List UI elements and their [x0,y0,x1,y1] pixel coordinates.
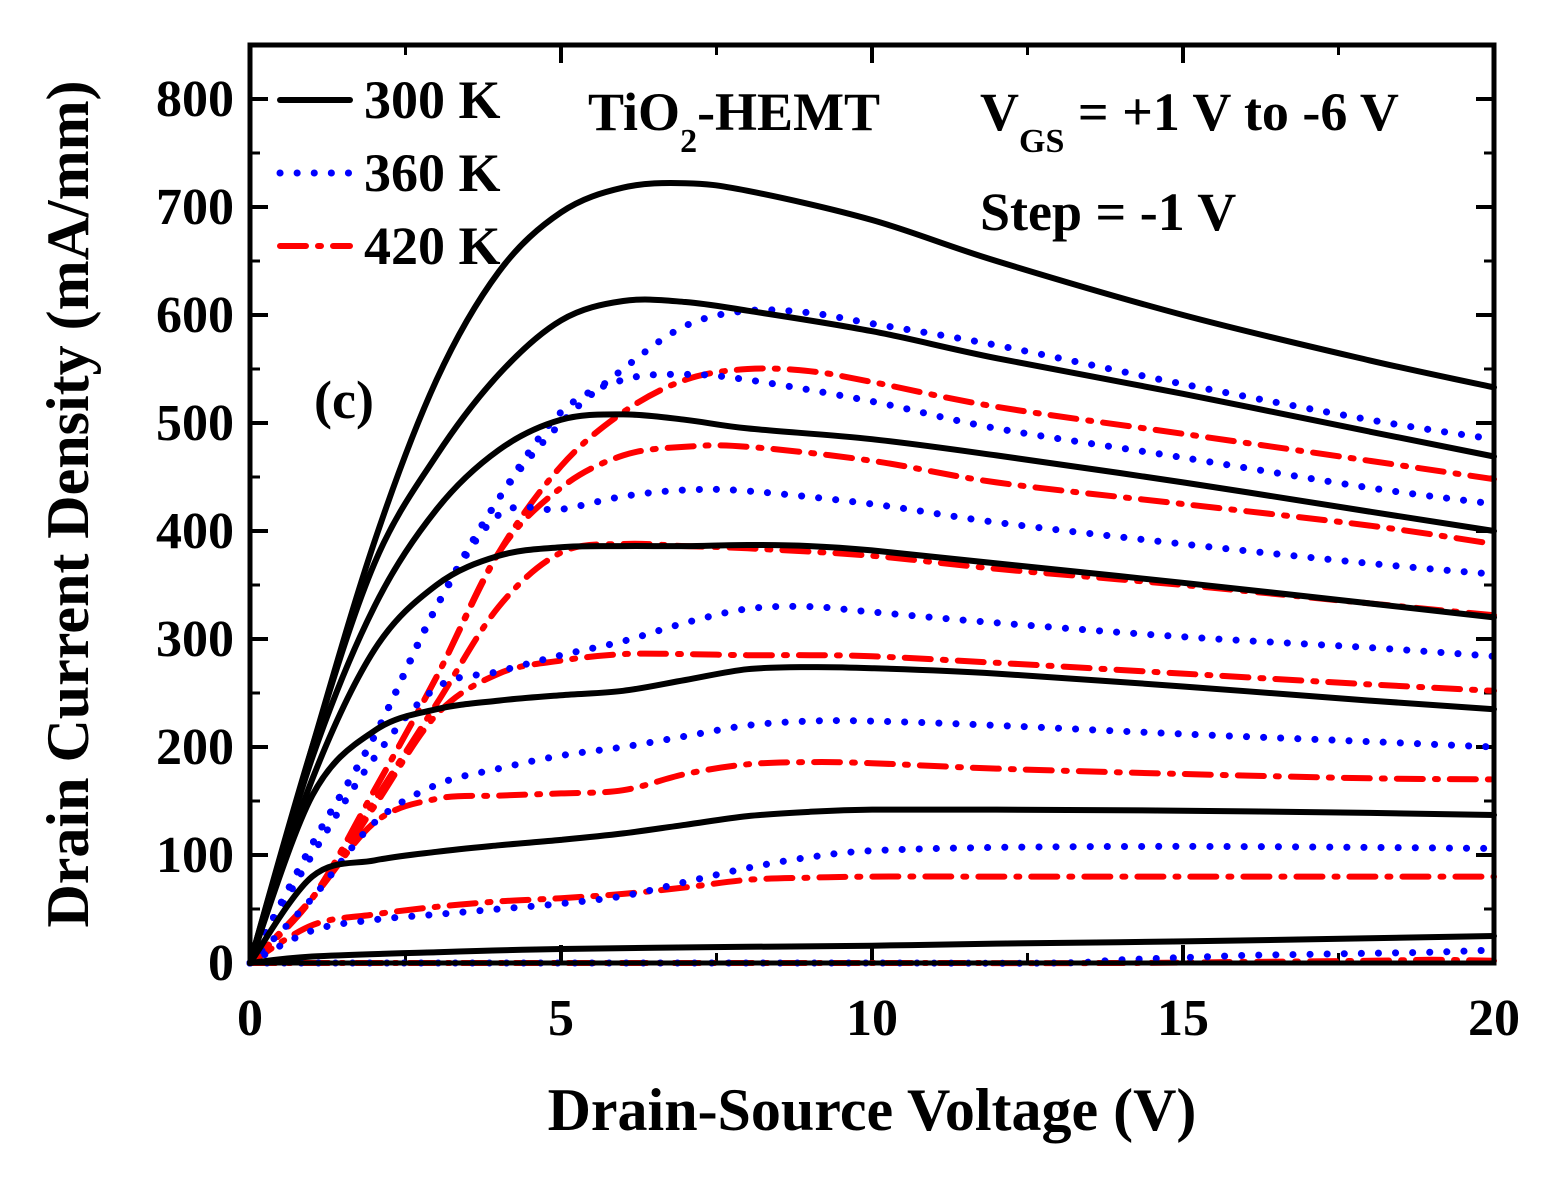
legend-label: 300 K [364,70,501,130]
x-tick-label: 15 [1157,990,1209,1047]
series-300k [247,179,1497,966]
curve-300k-1 [247,179,1497,966]
y-tick-label: 0 [208,935,234,992]
curve-300k-3 [247,411,1497,966]
vgs-label: VGS = +1 V to -6 V [980,82,1399,160]
plot-curves [246,179,1498,967]
curve-360k-4 [246,602,1498,967]
y-tick-label: 100 [156,827,234,884]
curve-420k-2 [247,442,1497,966]
curve-360k-5 [246,717,1498,967]
x-tick-label: 20 [1468,990,1520,1047]
vgs-label-suffix: = +1 V to -6 V [1064,82,1399,142]
legend-label: 420 K [364,216,501,276]
x-tick-label: 5 [548,990,574,1047]
curve-360k-1 [246,306,1498,967]
panel-label: (c) [314,370,374,430]
vgs-label-sub: GS [1019,123,1064,160]
curve-420k-1 [247,365,1497,966]
step-label: Step = -1 V [980,182,1236,242]
legend-label: 360 K [364,143,501,203]
device-label-main: TiO [588,82,680,142]
x-tick-label: 0 [237,990,263,1047]
curve-300k-2 [247,296,1497,966]
y-tick-label: 500 [156,395,234,452]
y-tick-label: 200 [156,719,234,776]
legend: 300 K 360 K 420 K [276,70,501,276]
curve-360k-3 [246,485,1498,967]
device-label-sub: 2 [680,123,697,160]
curve-300k-5 [247,664,1497,966]
x-axis-title: Drain-Source Voltage (V) [548,1077,1197,1143]
x-tick-label: 10 [846,990,898,1047]
curve-420k-5 [247,759,1497,966]
curve-360k-6 [246,842,1498,967]
y-tick-label: 700 [156,179,234,236]
curve-420k-3 [247,540,1497,966]
curve-420k-4 [247,650,1497,966]
series-360k [246,306,1498,967]
plot-frame [247,42,1497,966]
y-axis-title: Drain Current Density (mA/mm) [35,80,101,927]
y-tick-label: 600 [156,287,234,344]
device-label: TiO2-HEMT [588,82,880,160]
y-tick-label: 400 [156,503,234,560]
curve-300k-4 [247,542,1497,966]
device-label-suffix: -HEMT [697,82,880,142]
curve-300k-7 [247,933,1497,966]
y-tick-label: 800 [156,71,234,128]
curve-300k-6 [247,806,1497,966]
y-tick-label: 300 [156,611,234,668]
curve-420k-6 [247,873,1497,966]
vgs-label-main: V [980,82,1019,142]
